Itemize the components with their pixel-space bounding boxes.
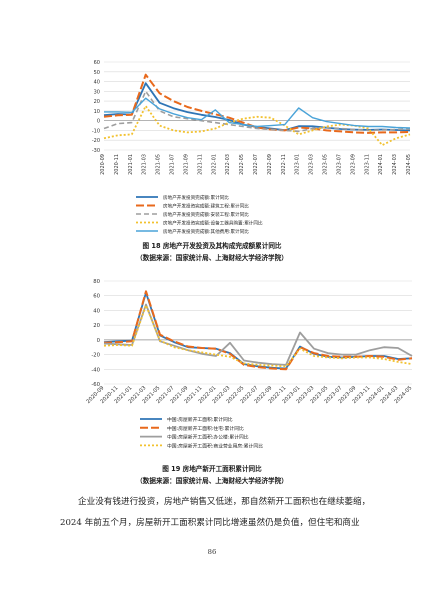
x-tick-label: 2020-11: [114, 154, 120, 175]
x-tick-label: 2022-11: [281, 154, 287, 175]
legend-entry: 房地产开发投资完成额:设备工器具购置:累计同比: [163, 220, 263, 227]
legend-entry: 中国:房屋新开工面积:住宅:累计同比: [167, 425, 244, 432]
x-tick-label: 2020-09: [100, 154, 106, 175]
x-tick-label: 2023-05: [323, 154, 329, 175]
series-line: [104, 97, 411, 129]
legend-entry: 房地产开发投资完成额:其他费用:累计同比: [163, 228, 249, 235]
x-tick-label: 2021-11: [197, 154, 203, 175]
x-tick-label: 2023-11: [364, 154, 370, 175]
y-tick-label: -20: [91, 353, 100, 359]
y-tick-label: 0: [97, 338, 101, 344]
series-line: [103, 304, 413, 368]
x-tick-label: 2023-03: [309, 154, 315, 175]
x-tick-label: 2022-05: [239, 154, 245, 175]
legend-entry: 中国:房屋新开工面积:办公楼:累计同比: [167, 434, 249, 441]
figure-18-source: （数据来源：国家统计局、上海财经大学经济学院）: [136, 254, 288, 262]
figure-18-caption: 图 18 房地产开发投资及其构成完成额累计同比: [142, 242, 282, 250]
body-paragraph-line-2: 2024 年前五个月，房屋新开工面积累计同比增速虽然仍是负值，但住宅和商业: [60, 518, 360, 528]
x-tick-label: 2024-03: [392, 154, 398, 175]
x-tick-label: 2021-01: [128, 154, 134, 175]
new-construction-area-yoy-line-chart: -60-40-200204060802020-092020-112021-012…: [86, 279, 414, 449]
x-tick-label: 2023-01: [295, 154, 301, 175]
legend-entry: 中国:房屋新开工面积:商业营业用房:累计同比: [167, 442, 263, 449]
body-paragraph-line-1: 企业没有钱进行投资，房地产销售又低迷，那自然新开工面积也在继续萎缩，: [78, 497, 371, 507]
figure-19-caption: 图 19 房地产新开工面积累计同比: [162, 465, 262, 473]
x-tick-label: 2024-01: [378, 154, 384, 175]
page-number: 86: [207, 548, 217, 556]
figure-19-source: （数据来源：国家统计局、上海财经大学经济学院）: [136, 477, 288, 485]
x-tick-label: 2022-07: [253, 154, 259, 175]
y-tick-label: 0: [97, 119, 100, 125]
x-tick-label: 2021-05: [156, 154, 162, 175]
y-tick-label: 60: [93, 294, 100, 300]
y-tick-label: 30: [94, 89, 100, 95]
legend-entry: 房地产开发投资完成额:安装工程:累计同比: [163, 211, 249, 218]
y-tick-label: 60: [94, 60, 100, 66]
series-line: [103, 90, 411, 133]
y-tick-label: 40: [93, 308, 100, 314]
series-line: [103, 82, 411, 132]
x-tick-label: 2023-07: [336, 154, 342, 175]
legend-entry: 房地产开发投资完成额:建筑工程:累计同比: [163, 203, 249, 210]
x-tick-label: 2021-09: [183, 154, 189, 175]
y-tick-label: 20: [93, 323, 100, 329]
x-tick-label: 2023-09: [350, 154, 356, 175]
y-tick-label: -30: [92, 148, 100, 154]
series-line: [103, 73, 411, 134]
y-tick-label: 10: [94, 109, 100, 115]
legend-entry: 房地产开发投资完成额:累计同比: [163, 194, 229, 201]
x-tick-label: 2022-09: [267, 154, 273, 175]
y-tick-label: -20: [92, 138, 100, 144]
x-tick-label: 2021-07: [170, 154, 176, 175]
y-tick-label: -40: [91, 367, 100, 373]
x-tick-label: 2021-03: [142, 154, 148, 175]
series-line: [103, 290, 413, 371]
y-tick-label: 40: [94, 80, 100, 86]
y-tick-label: -60: [91, 382, 100, 388]
y-tick-label: -10: [92, 128, 100, 134]
x-tick-label: 2022-01: [211, 154, 217, 175]
y-tick-label: 50: [94, 70, 100, 76]
x-tick-label: 2024-05: [406, 154, 412, 175]
y-tick-label: 80: [93, 279, 100, 285]
y-tick-label: 20: [94, 99, 100, 105]
investment-yoy-line-chart: -30 -20 -10 0 10 20 30 40 50 60 2020-09 2020-11 2021…: [92, 60, 412, 235]
legend-entry: 中国:房屋新开工面积:累计同比: [167, 416, 233, 423]
x-tick-label: 2022-03: [225, 154, 231, 175]
